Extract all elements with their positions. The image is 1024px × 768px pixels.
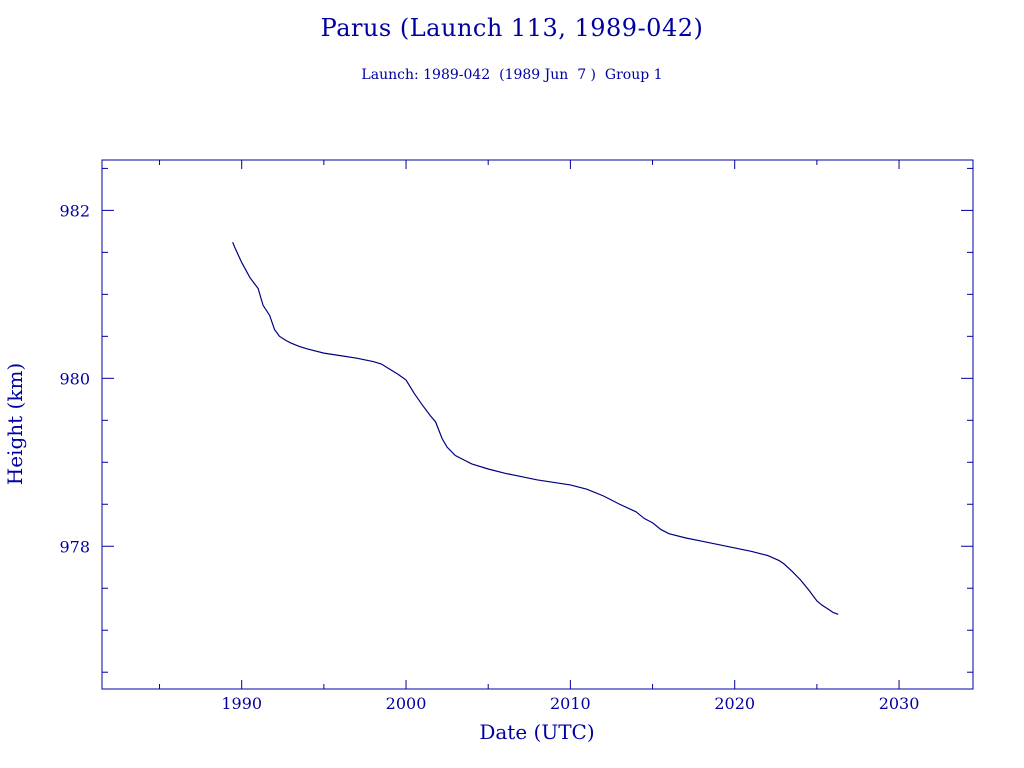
chart-title: Parus (Launch 113, 1989-042) — [320, 14, 704, 42]
y-tick-label: 982 — [59, 201, 90, 220]
chart-subtitle: Launch: 1989-042 (1989 Jun 7 ) Group 1 — [361, 67, 663, 83]
x-tick-label: 1990 — [221, 694, 262, 713]
x-axis-label: Date (UTC) — [479, 720, 594, 744]
y-axis-label: Height (km) — [3, 363, 27, 485]
y-tick-label: 978 — [59, 537, 90, 556]
height-series-line — [232, 242, 839, 615]
x-tick-label: 2000 — [386, 694, 427, 713]
axis-tick-labels: 1990 2000 2010 2020 2030 978 980 982 — [59, 201, 919, 713]
x-tick-label: 2010 — [550, 694, 591, 713]
x-tick-label: 2030 — [879, 694, 920, 713]
axis-ticks — [102, 160, 973, 689]
plot-frame — [101, 159, 974, 690]
x-tick-label: 2020 — [714, 694, 755, 713]
y-tick-label: 980 — [59, 369, 90, 388]
